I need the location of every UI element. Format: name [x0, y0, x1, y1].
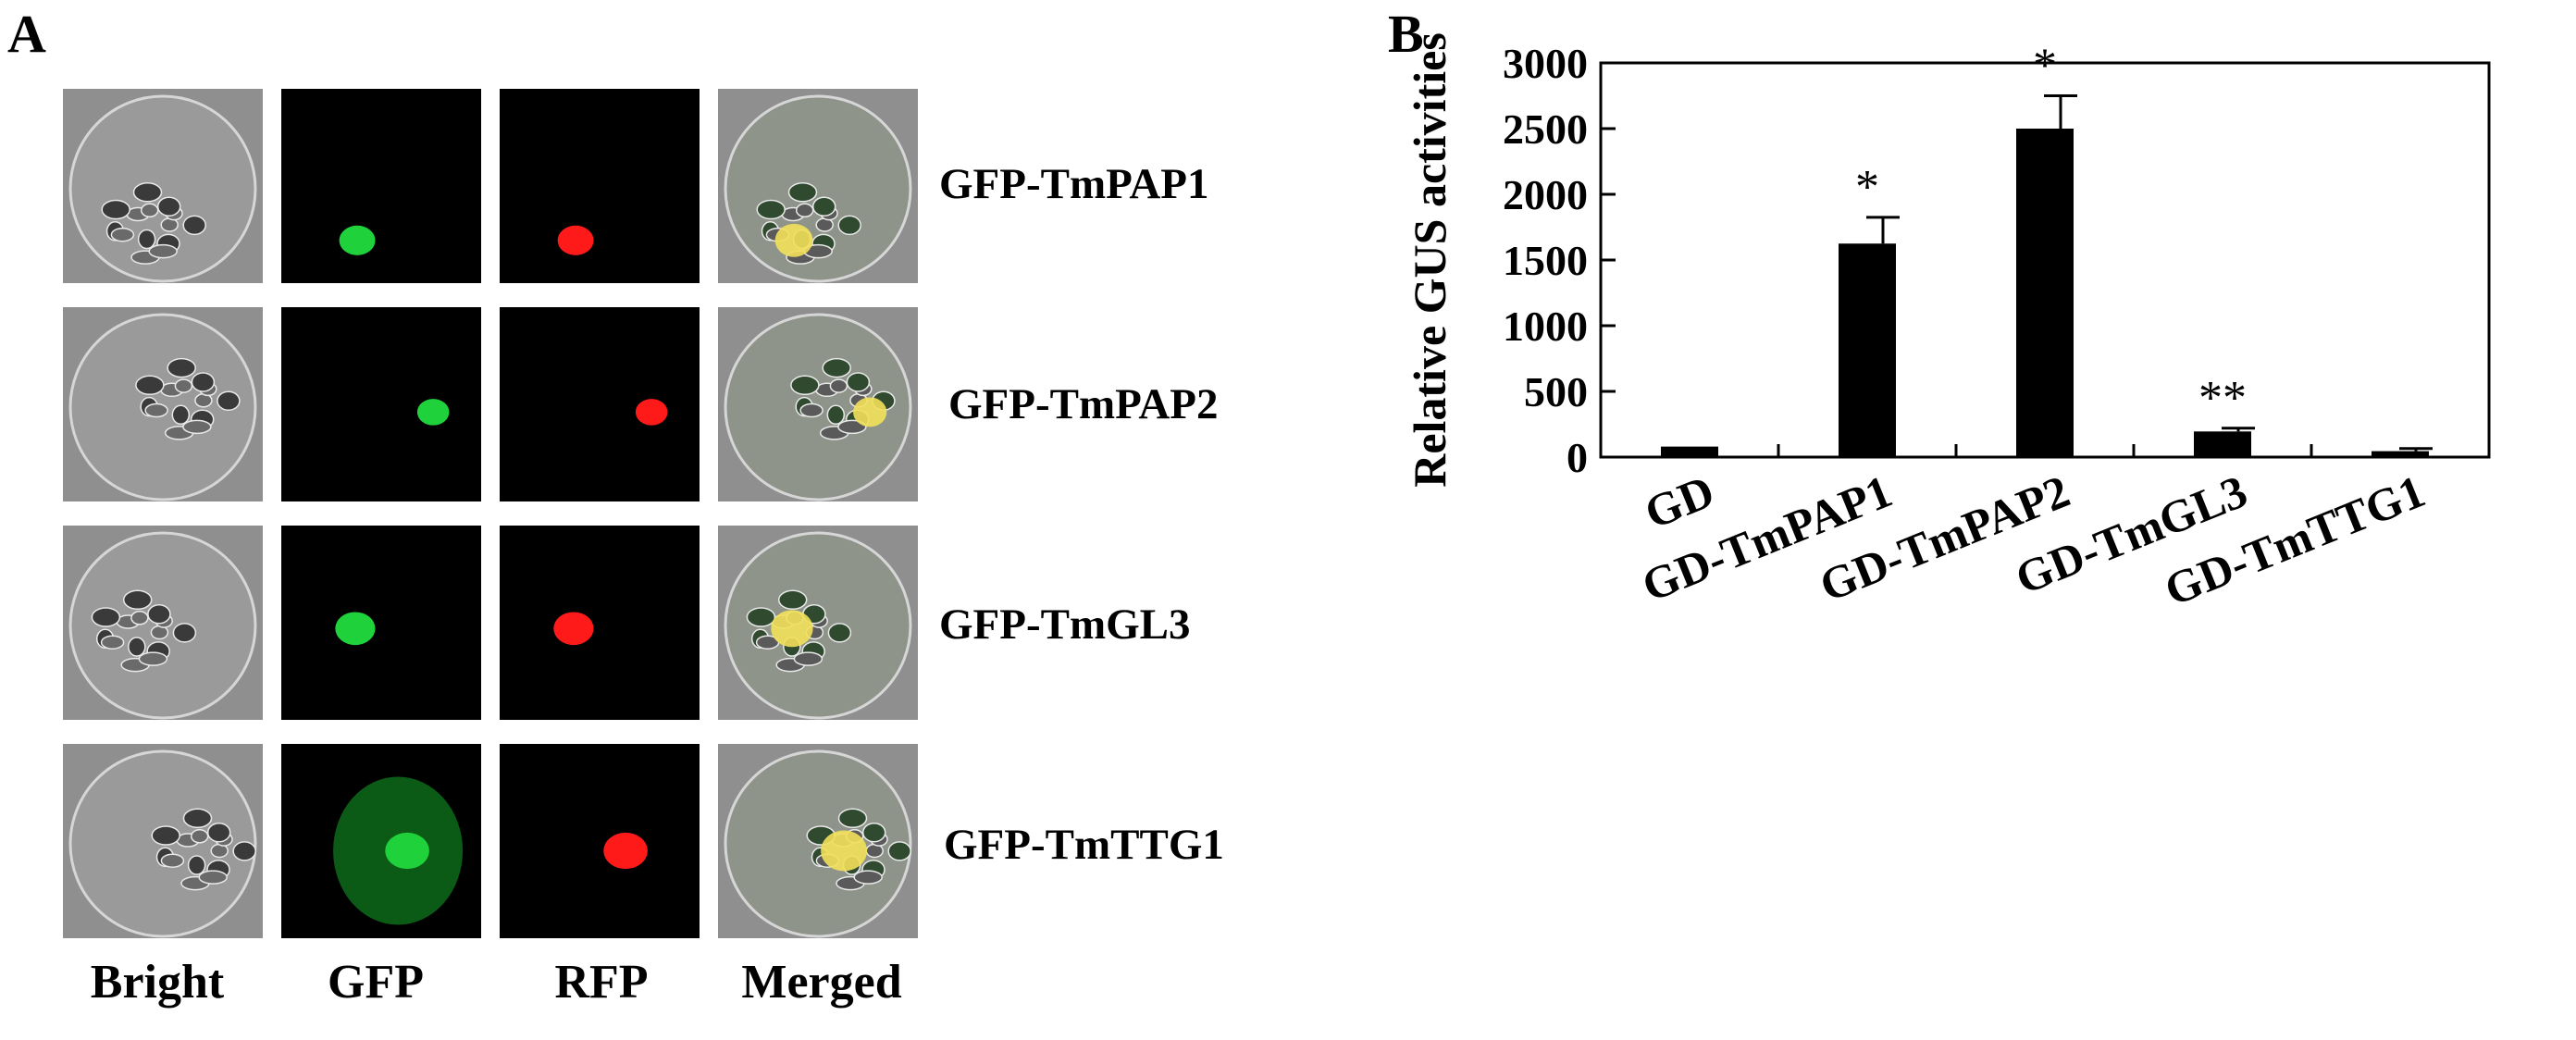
column-label-bright: Bright: [90, 956, 225, 1009]
bar-gd: [1661, 446, 1718, 457]
bar-gd-tmpap2: [2016, 129, 2074, 457]
image-gfp-row4: [281, 744, 481, 938]
column-label-rfp: RFP: [554, 956, 649, 1009]
significance-gd-tmgl3: **: [2198, 372, 2247, 425]
row-label-3: GFP-TmGL3: [939, 600, 1191, 649]
image-merged-row4: [718, 744, 918, 938]
y-tick-label: 1500: [1503, 237, 1588, 284]
image-gfp-row3: [281, 526, 481, 720]
significance-gd-tmpap1: *: [1855, 161, 1879, 214]
row-label-4: GFP-TmTTG1: [944, 821, 1224, 869]
y-tick-label: 2000: [1503, 171, 1588, 218]
panel-b-letter: B: [1388, 4, 1424, 64]
image-bright-row1: [63, 89, 263, 283]
image-merged-row2: [718, 307, 918, 501]
panel-a-letter: A: [7, 4, 46, 64]
image-rfp-row1: [500, 89, 700, 283]
column-label-merged: Merged: [741, 956, 902, 1009]
image-rfp-row3: [500, 526, 700, 720]
image-bright-row2: [63, 307, 263, 501]
row-label-2: GFP-TmPAP2: [948, 380, 1219, 428]
image-gfp-row1: [281, 89, 481, 283]
image-bright-row4: [63, 744, 263, 938]
image-rfp-row2: [500, 307, 700, 501]
y-tick-label: 2500: [1503, 105, 1588, 153]
y-tick-label: 1000: [1503, 303, 1588, 350]
image-merged-row1: [718, 89, 918, 283]
significance-gd-tmpap2: *: [2033, 40, 2057, 93]
bar-gd-tmpap1: [1839, 243, 1896, 457]
column-label-gfp: GFP: [328, 956, 424, 1009]
row-label-1: GFP-TmPAP1: [939, 160, 1209, 208]
image-gfp-row2: [281, 307, 481, 501]
image-bright-row3: [63, 526, 263, 720]
x-category-label: GD: [1638, 464, 1722, 539]
y-tick-label: 0: [1567, 434, 1588, 481]
bar-gd-tmttg1: [2372, 451, 2429, 457]
y-tick-label: 3000: [1503, 40, 1588, 87]
gus-activity-bar-chart: 0 500 1000 1500 2000 2500 3000 Relative GUS act…: [1404, 32, 2491, 616]
image-merged-row3: [718, 526, 918, 720]
image-rfp-row4: [500, 744, 700, 938]
y-tick-label: 500: [1524, 368, 1588, 415]
y-axis-title: Relative GUS activities: [1404, 32, 1455, 488]
bar-gd-tmgl3: [2194, 431, 2251, 457]
